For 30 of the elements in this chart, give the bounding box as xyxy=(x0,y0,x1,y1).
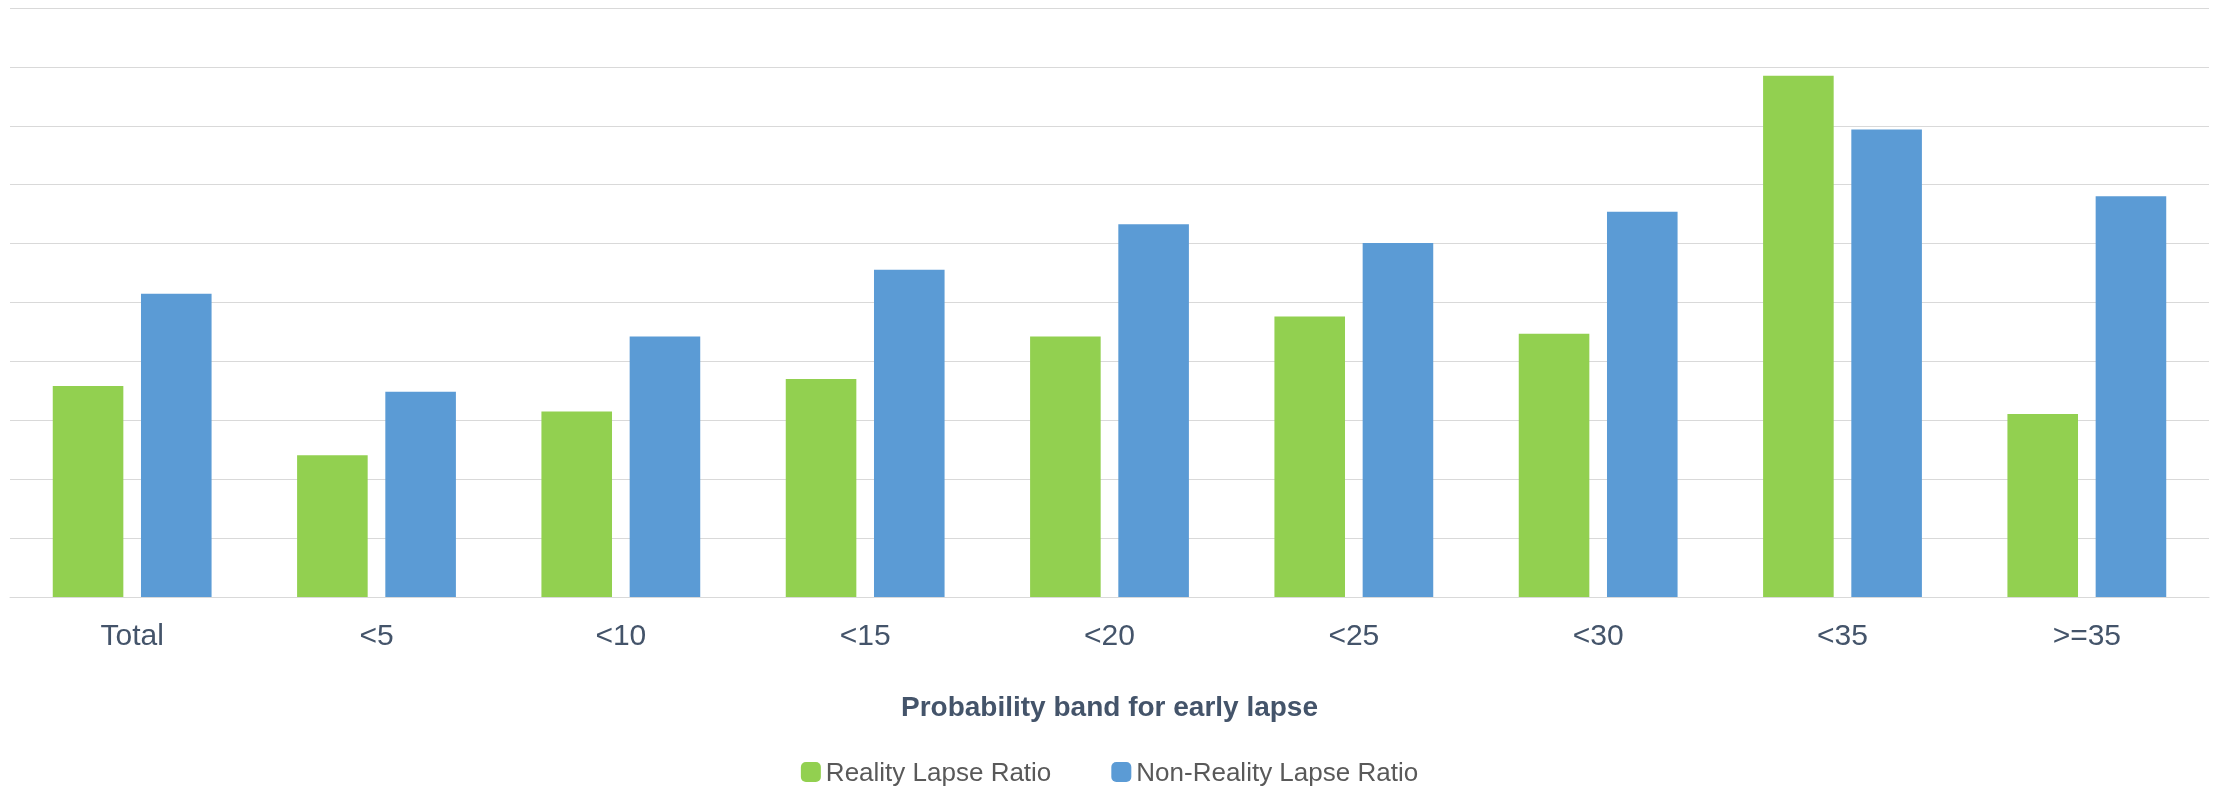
bar xyxy=(297,455,368,597)
bar xyxy=(52,385,124,597)
bar xyxy=(629,336,701,597)
bar xyxy=(1030,336,1101,597)
legend-label: Reality Lapse Ratio xyxy=(825,757,1052,787)
x-tick-label: <10 xyxy=(595,617,647,651)
bar xyxy=(1362,243,1434,597)
x-tick-label: <25 xyxy=(1328,617,1380,651)
bar xyxy=(785,379,857,597)
x-tick-label: <5 xyxy=(359,617,394,651)
bar xyxy=(1851,129,1922,597)
bar xyxy=(385,391,456,597)
bar xyxy=(1274,316,1346,597)
bar xyxy=(2007,414,2079,597)
bar xyxy=(873,269,945,597)
bar xyxy=(140,293,212,597)
bar xyxy=(1118,224,1189,597)
bar xyxy=(1606,211,1678,597)
x-tick-label: >=35 xyxy=(2052,617,2122,651)
x-tick-label: <20 xyxy=(1084,617,1135,651)
x-tick-label: <15 xyxy=(839,617,891,651)
x-tick-label: <35 xyxy=(1817,617,1868,651)
bar xyxy=(1763,75,1834,597)
legend-label: Non-Reality Lapse Ratio xyxy=(1136,757,1419,787)
x-tick-label: Total xyxy=(100,617,164,651)
bar xyxy=(1518,333,1590,597)
bar xyxy=(2095,196,2167,597)
x-tick-label: <30 xyxy=(1572,617,1624,651)
x-axis-title: Probability band for early lapse xyxy=(900,690,1319,722)
bar xyxy=(541,411,613,597)
